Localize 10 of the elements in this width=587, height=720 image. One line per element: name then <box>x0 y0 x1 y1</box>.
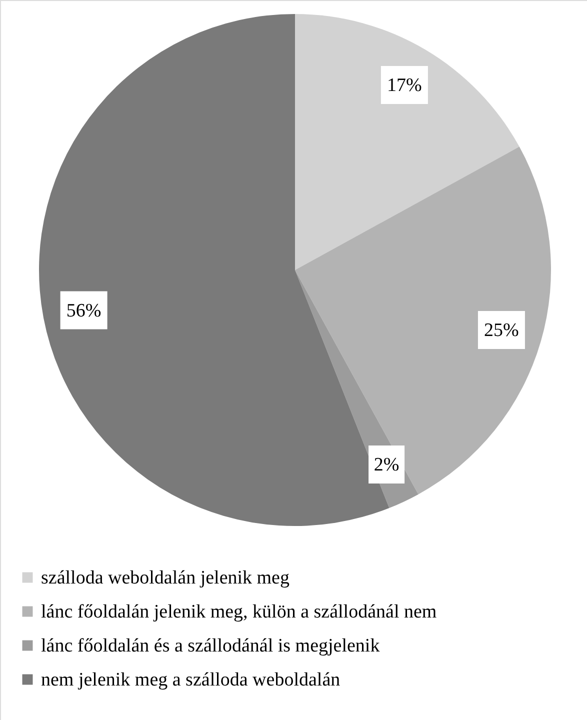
legend-label: lánc főoldalán és a szállodánál is megjelenik <box>41 636 380 656</box>
legend-label: lánc főoldalán jelenik meg, külön a szállodánál nem <box>41 602 437 622</box>
data-label: 25% <box>484 320 520 341</box>
data-label: 56% <box>66 300 102 322</box>
data-label: 2% <box>374 454 400 476</box>
legend-label: nem jelenik meg a szálloda weboldalán <box>41 670 341 690</box>
legend-label: szálloda weboldalán jelenik meg <box>41 568 290 588</box>
pie-slice <box>295 14 520 270</box>
pie-slice <box>295 146 551 494</box>
data-label: 17% <box>387 74 422 96</box>
